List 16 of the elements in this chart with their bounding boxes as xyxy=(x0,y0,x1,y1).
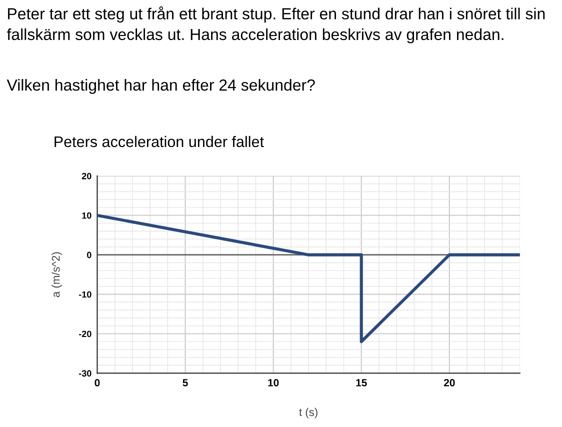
text: Vilken hastighet har han efter 24 sekunder? xyxy=(6,78,315,94)
y-tick-label: -10 xyxy=(78,291,92,298)
x-tick-label: 15 xyxy=(356,379,367,386)
x-tick-label: 5 xyxy=(182,379,188,386)
text: Peter tar ett steg ut från ett brant stup. Efter en stund drar han i snöret till sin fallskärm som vecklas ut. Hans acceleration beskrivs av grafen nedan. xyxy=(6,6,545,44)
x-tick-label: 0 xyxy=(94,379,100,386)
y-tick-label: 10 xyxy=(82,212,92,219)
y-tick-label: -30 xyxy=(78,370,92,377)
x-tick-label: 20 xyxy=(444,379,455,386)
x-axis-title: t (s) xyxy=(299,408,318,418)
y-tick-label: 20 xyxy=(82,172,92,180)
x-tick-label: 10 xyxy=(268,379,279,386)
chart-title: Peters acceleration under fallet xyxy=(54,136,264,148)
y-tick-label: -20 xyxy=(78,330,92,338)
y-axis-title: a (m/s^2) xyxy=(52,252,62,298)
y-tick-label: 0 xyxy=(87,252,92,258)
